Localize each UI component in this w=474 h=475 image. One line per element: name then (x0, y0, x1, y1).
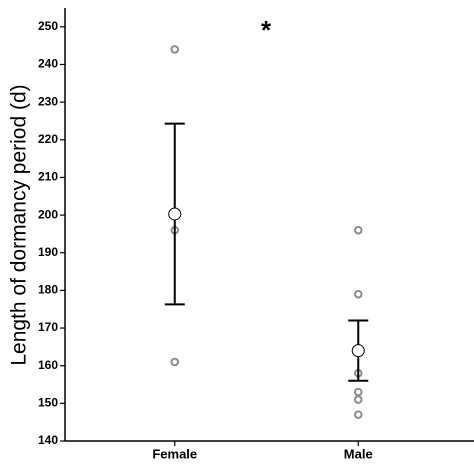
y-tick-label: 220 (38, 132, 58, 146)
y-tick-label: 230 (38, 94, 58, 108)
y-tick-label: 250 (38, 19, 58, 33)
data-point (170, 357, 180, 367)
mean-marker (351, 344, 365, 358)
y-tick-label: 180 (38, 283, 58, 297)
data-point (353, 395, 363, 404)
x-tick-label: Male (344, 446, 373, 461)
mean-marker (168, 207, 182, 221)
y-tick-label: 190 (38, 245, 58, 259)
data-point (353, 225, 363, 235)
y-tick-label: 140 (38, 433, 58, 447)
data-point (353, 387, 363, 397)
significance-annotation: * (261, 15, 272, 45)
x-tick-label: Female (152, 446, 197, 461)
y-tick-label: 150 (38, 396, 58, 410)
y-axis-label: Length of dormancy period (d) (8, 84, 31, 365)
y-tick-label: 170 (38, 320, 58, 334)
y-tick-label: 240 (38, 57, 58, 71)
data-point (353, 410, 363, 419)
data-point (353, 289, 363, 299)
y-tick-label: 210 (38, 170, 58, 184)
y-tick-label: 200 (38, 207, 58, 221)
data-point (170, 45, 180, 54)
y-tick-label: 160 (38, 358, 58, 372)
